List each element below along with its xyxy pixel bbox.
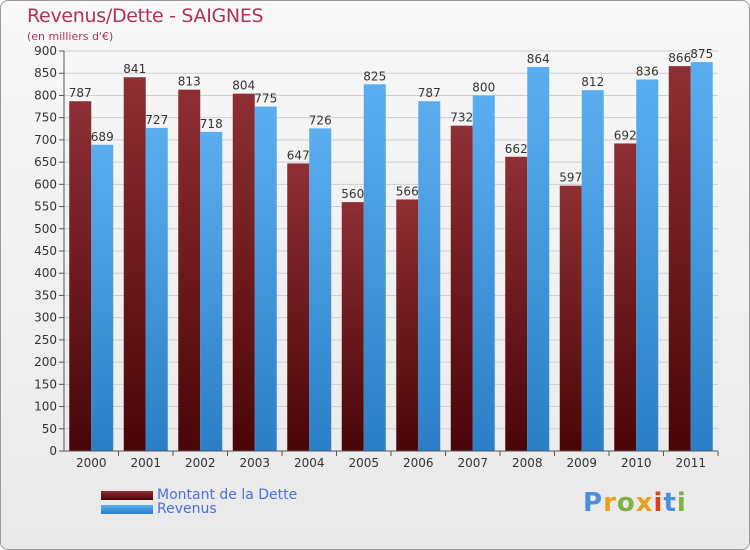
data-label-revenus: 875 <box>690 47 713 61</box>
y-tick-label: 500 <box>34 222 57 236</box>
data-label-revenus: 727 <box>145 113 168 127</box>
bar-revenus <box>418 101 441 451</box>
legend-item-revenus: Revenus <box>101 501 217 517</box>
y-tick-label: 100 <box>34 400 57 414</box>
data-label-dette: 732 <box>450 111 473 125</box>
legend-item-dette: Montant de la Dette <box>101 487 297 503</box>
y-tick-label: 700 <box>34 133 57 147</box>
legend-label-dette: Montant de la Dette <box>157 487 298 503</box>
y-tick-label: 450 <box>34 244 57 258</box>
data-label-revenus: 836 <box>636 64 659 78</box>
y-tick-label: 0 <box>49 444 57 458</box>
data-label-revenus: 775 <box>254 92 277 106</box>
x-tick-label: 2005 <box>348 456 379 470</box>
data-label-dette: 804 <box>232 79 255 93</box>
x-tick-label: 2002 <box>185 456 216 470</box>
bar-revenus <box>363 84 386 451</box>
y-tick-label: 800 <box>34 88 57 102</box>
x-tick-label: 2009 <box>566 456 597 470</box>
data-label-dette: 566 <box>396 184 419 198</box>
bar-dette <box>287 163 310 451</box>
legend-swatch-revenus <box>101 504 153 514</box>
data-label-revenus: 718 <box>200 117 223 131</box>
x-tick-label: 2008 <box>512 456 543 470</box>
bar-dette <box>69 101 92 451</box>
data-label-revenus: 689 <box>91 130 114 144</box>
legend-label-revenus: Revenus <box>157 501 217 517</box>
bar-dette <box>123 77 146 451</box>
logo-letter: i <box>653 488 664 518</box>
bar-revenus <box>91 144 114 451</box>
chart-title: Revenus/Dette - SAIGNES <box>27 5 264 27</box>
data-label-revenus: 787 <box>418 86 441 100</box>
y-tick-label: 400 <box>34 266 57 280</box>
y-tick-label: 750 <box>34 111 57 125</box>
y-tick-label: 300 <box>34 311 57 325</box>
x-tick-label: 2010 <box>621 456 652 470</box>
data-label-dette: 692 <box>614 128 637 142</box>
data-label-dette: 866 <box>668 51 691 65</box>
y-tick-label: 600 <box>34 177 57 191</box>
data-label-revenus: 864 <box>527 52 550 66</box>
y-tick-label: 50 <box>42 422 57 436</box>
bar-revenus <box>254 106 277 452</box>
bar-revenus <box>527 67 550 451</box>
data-label-dette: 813 <box>178 75 201 89</box>
legend-swatch-dette <box>101 490 153 500</box>
data-label-dette: 647 <box>287 148 310 162</box>
data-label-revenus: 825 <box>363 69 386 83</box>
x-tick-label: 2011 <box>675 456 706 470</box>
x-tick-label: 2006 <box>403 456 434 470</box>
bar-revenus <box>690 62 713 451</box>
bar-dette <box>559 185 582 451</box>
data-label-dette: 662 <box>505 142 528 156</box>
data-label-dette: 787 <box>69 86 92 100</box>
y-tick-label: 150 <box>34 377 57 391</box>
data-label-dette: 597 <box>559 171 582 185</box>
logo-letter: t <box>663 488 677 518</box>
y-tick-label: 900 <box>34 44 57 58</box>
x-tick-label: 2004 <box>294 456 325 470</box>
y-tick-label: 250 <box>34 333 57 347</box>
bar-revenus <box>200 131 223 451</box>
data-label-dette: 560 <box>341 187 364 201</box>
x-tick-label: 2003 <box>239 456 270 470</box>
logo-letter: r <box>603 488 617 518</box>
bar-dette <box>668 66 691 451</box>
x-tick-label: 2007 <box>457 456 488 470</box>
bar-dette <box>614 143 637 451</box>
x-tick-label: 2000 <box>76 456 107 470</box>
data-label-dette: 841 <box>123 62 146 76</box>
y-tick-label: 850 <box>34 66 57 80</box>
logo-letter: x <box>635 488 654 518</box>
bar-dette <box>341 202 364 451</box>
y-tick-label: 200 <box>34 355 57 369</box>
x-tick-label: 2001 <box>130 456 161 470</box>
proxiti-logo: Proxiti <box>583 488 687 518</box>
bar-revenus <box>309 128 332 451</box>
data-label-revenus: 812 <box>581 75 604 89</box>
data-label-revenus: 800 <box>472 80 495 94</box>
logo-letter: P <box>583 488 604 518</box>
bar-dette <box>232 93 255 452</box>
bar-revenus <box>472 95 495 451</box>
bar-revenus <box>636 79 659 451</box>
y-tick-label: 550 <box>34 200 57 214</box>
bar-dette <box>450 125 473 452</box>
bar-dette <box>396 199 419 451</box>
bar-revenus <box>145 127 168 451</box>
data-label-revenus: 726 <box>309 113 332 127</box>
bar-dette <box>178 89 201 452</box>
y-tick-label: 650 <box>34 155 57 169</box>
bar-dette <box>505 156 528 451</box>
logo-letter: o <box>616 488 636 518</box>
y-tick-label: 350 <box>34 288 57 302</box>
bar-revenus <box>581 90 604 451</box>
chart-subtitle: (en milliers d'€) <box>27 30 114 43</box>
logo-letter: i <box>676 488 687 518</box>
